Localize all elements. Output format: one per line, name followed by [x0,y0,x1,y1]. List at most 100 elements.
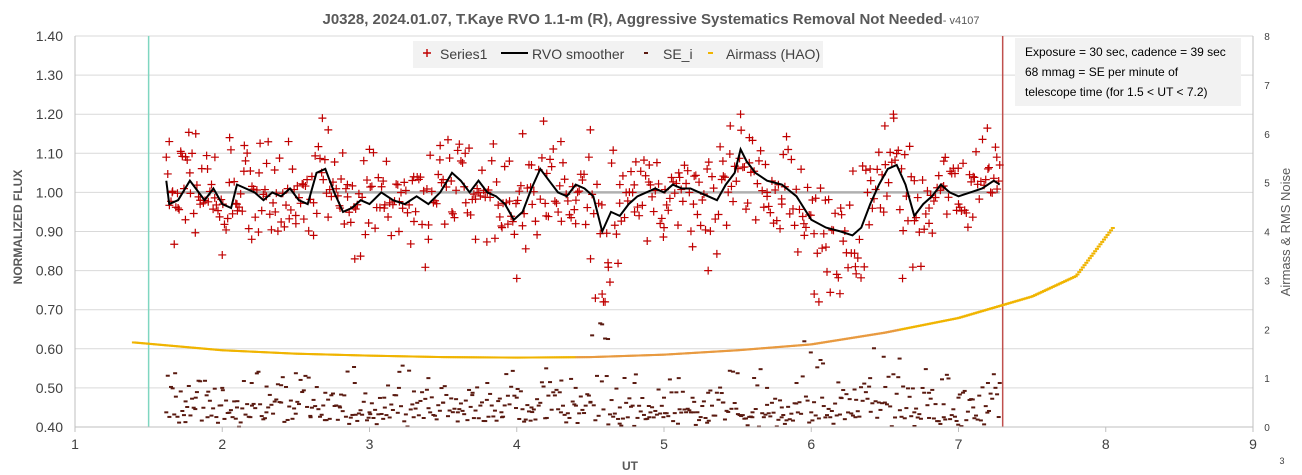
series1-marker [797,165,806,174]
series1-marker [736,110,745,119]
se-i-marker [726,410,731,413]
se-i-marker [718,386,723,389]
se-i-marker [949,414,954,417]
se-i-marker [169,385,174,388]
series1-marker [567,213,576,222]
se-i-marker [309,406,314,409]
se-i-marker [411,390,416,393]
se-i-marker [565,412,570,415]
se-i-marker [599,380,604,383]
se-i-marker [340,410,345,413]
se-i-marker [271,412,276,415]
se-i-marker [234,406,239,409]
series1-marker [408,176,417,185]
series1-marker [218,250,227,259]
airmass-marker [1084,261,1089,264]
se-i-marker [646,404,651,407]
se-i-marker [745,424,750,427]
se-i-marker [418,399,423,402]
series1-marker [712,249,721,258]
series1-marker [891,156,900,165]
series1-marker [163,169,172,178]
series1-marker [554,208,563,217]
se-i-marker [525,404,530,407]
series1-marker [461,149,470,158]
se-i-marker [248,416,253,419]
series1-marker [409,217,418,226]
series1-marker [494,201,503,210]
se-i-marker [204,394,209,397]
se-i-marker [766,412,771,415]
series1-marker [458,158,467,167]
series1-marker [244,224,253,233]
series1-marker [819,229,828,238]
se-i-marker [724,409,729,412]
se-i-marker [457,408,462,411]
y2-tick-label: 6 [1264,130,1270,141]
series1-marker [667,173,676,182]
se-i-marker [484,398,489,401]
se-i-marker [656,388,661,391]
se-i-marker [501,415,506,418]
series1-marker [170,240,179,249]
series1-marker [978,135,987,144]
series1-marker [531,217,540,226]
series1-marker [981,175,990,184]
series1-marker [742,205,751,214]
se-i-marker [675,422,680,425]
se-i-marker [948,418,953,421]
series1-marker [330,157,339,166]
se-i-marker [426,377,431,380]
series1-marker [615,180,624,189]
se-i-marker [301,389,306,392]
series1-marker [792,185,801,194]
se-i-marker [875,416,880,419]
se-i-marker [504,373,509,376]
series1-marker [544,212,553,221]
se-i-marker [586,394,591,397]
se-i-marker [883,385,888,388]
se-i-marker [407,369,412,372]
series1-marker [618,171,627,180]
se-i-marker [914,407,919,410]
dash-marker-icon [644,52,648,54]
series1-marker [934,171,943,180]
se-i-marker [629,405,634,408]
se-i-marker [330,392,335,395]
series1-marker [921,209,930,218]
se-i-marker [850,414,855,417]
series1-marker [784,145,793,154]
series1-marker [547,162,556,171]
series1-marker [814,297,823,306]
se-i-marker [300,391,305,394]
se-i-marker [842,418,847,421]
se-i-marker [533,418,538,421]
series1-marker [685,188,694,197]
series1-marker [633,203,642,212]
se-i-marker [424,388,429,391]
se-i-marker [296,403,301,406]
se-i-marker [175,415,180,418]
se-i-marker [600,323,605,326]
se-i-marker [284,385,289,388]
y2-tick-label: 7 [1264,81,1270,92]
se-i-marker [492,409,497,412]
series1-marker [764,202,773,211]
se-i-marker [886,375,891,378]
se-i-marker [173,372,178,375]
se-i-marker [442,385,447,388]
airmass-marker [1086,259,1091,262]
series1-marker [226,145,235,154]
y-tick-label: 1.30 [36,67,63,83]
se-i-marker [479,401,484,404]
series1-marker [445,154,454,163]
se-i-marker [619,424,624,427]
se-i-marker [261,418,266,421]
se-i-marker [849,412,854,415]
se-i-marker [873,400,878,403]
series1-marker [727,182,736,191]
se-i-marker [971,406,976,409]
se-i-marker [254,372,259,375]
series1-marker [931,193,940,202]
se-i-marker [552,394,557,397]
